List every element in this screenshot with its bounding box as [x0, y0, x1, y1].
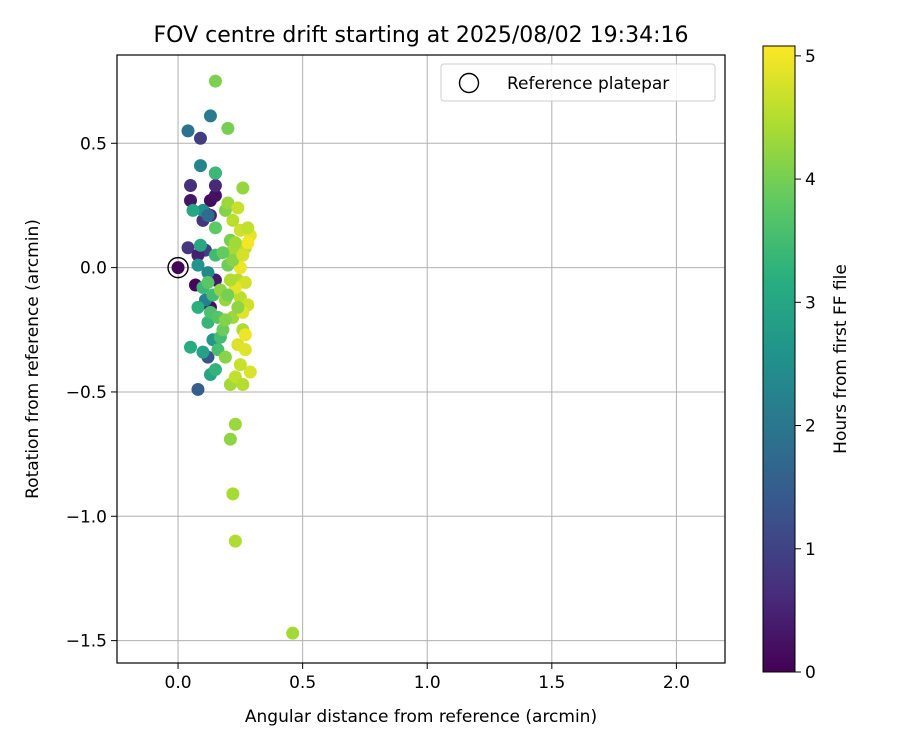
colorbar-tick-label: 4 [805, 170, 816, 190]
data-point [184, 340, 198, 354]
plot-frame [116, 54, 726, 664]
data-point [238, 328, 252, 342]
legend-entry-reference: Reference platepar [507, 74, 669, 94]
data-point [228, 236, 242, 250]
x-tick-label: 2.0 [663, 673, 690, 693]
data-point [208, 166, 222, 180]
data-point [236, 377, 250, 391]
colorbar-ticks: 0 1 2 3 4 5 [795, 47, 816, 683]
data-point [241, 221, 255, 235]
data-point [233, 358, 247, 372]
data-point [181, 241, 195, 255]
y-tick-label: −1.0 [66, 507, 107, 527]
data-point [231, 300, 245, 314]
colorbar-tick-label: 2 [805, 417, 816, 437]
data-point [193, 238, 207, 252]
reference-marker [167, 256, 189, 279]
data-point [203, 109, 217, 123]
chart-title: FOV centre drift starting at 2025/08/02 … [154, 23, 689, 48]
data-point [201, 208, 215, 222]
colorbar-tick-label: 5 [805, 47, 816, 67]
data-point [231, 201, 245, 215]
data-point [221, 288, 235, 302]
data-point [201, 266, 215, 280]
data-point [241, 236, 255, 250]
colorbar-tick-label: 0 [805, 663, 816, 683]
x-tick-label: 1.5 [538, 673, 565, 693]
data-point [201, 276, 215, 290]
data-point [184, 193, 198, 207]
legend-box [440, 63, 716, 102]
data-point [216, 323, 230, 337]
y-axis-label: Rotation from reference (arcmin) [23, 219, 43, 499]
data-point [238, 343, 252, 357]
x-axis-label: Angular distance from reference (arcmin) [245, 707, 597, 727]
x-tick-label: 0.5 [289, 673, 316, 693]
y-tick-label: 0.0 [80, 259, 107, 279]
data-point [236, 181, 250, 195]
data-point [221, 121, 235, 135]
y-tick-label: −0.5 [66, 383, 107, 403]
y-tick-label: −1.5 [66, 632, 107, 652]
reference-marker-group [167, 256, 189, 279]
data-point [236, 248, 250, 262]
data-point [228, 534, 242, 548]
colorbar [762, 45, 796, 673]
data-point [201, 315, 215, 329]
data-point [196, 345, 210, 359]
data-point [208, 74, 222, 88]
colorbar-tick-label: 1 [805, 540, 816, 560]
colorbar-tick-label: 3 [805, 293, 816, 313]
data-point [193, 131, 207, 145]
colorbar-label: Hours from first FF file [831, 264, 851, 454]
data-point [218, 350, 232, 364]
legend: Reference platepar [440, 63, 716, 102]
data-point [191, 248, 205, 262]
data-point [181, 124, 195, 138]
data-point [171, 261, 185, 275]
data-point [226, 213, 240, 227]
data-point [223, 273, 237, 287]
data-point [208, 363, 222, 377]
data-point [228, 417, 242, 431]
data-point [238, 276, 252, 290]
data-points [171, 74, 300, 640]
data-point [191, 382, 205, 396]
data-point [221, 196, 235, 210]
data-point [193, 159, 207, 173]
data-point [208, 179, 222, 193]
y-tick-label: 0.5 [80, 134, 107, 154]
x-tick-label: 1.0 [414, 673, 441, 693]
y-axis-ticks: 0.5 0.0 −0.5 −1.0 −1.5 [66, 134, 117, 652]
data-point [184, 179, 198, 193]
legend-reference-icon [458, 72, 480, 94]
data-point [191, 300, 205, 314]
data-point [243, 365, 257, 379]
data-point [218, 313, 232, 327]
data-point [223, 432, 237, 446]
data-point [208, 221, 222, 235]
data-point [191, 258, 205, 272]
data-point [226, 253, 240, 267]
grid-lines [117, 55, 725, 663]
data-point [186, 203, 200, 217]
data-point [216, 246, 230, 260]
x-tick-label: 0.0 [165, 673, 192, 693]
data-point [208, 188, 222, 202]
data-point [286, 626, 300, 640]
x-axis-ticks: 0.0 0.5 1.0 1.5 2.0 [165, 663, 690, 693]
data-point [226, 487, 240, 501]
